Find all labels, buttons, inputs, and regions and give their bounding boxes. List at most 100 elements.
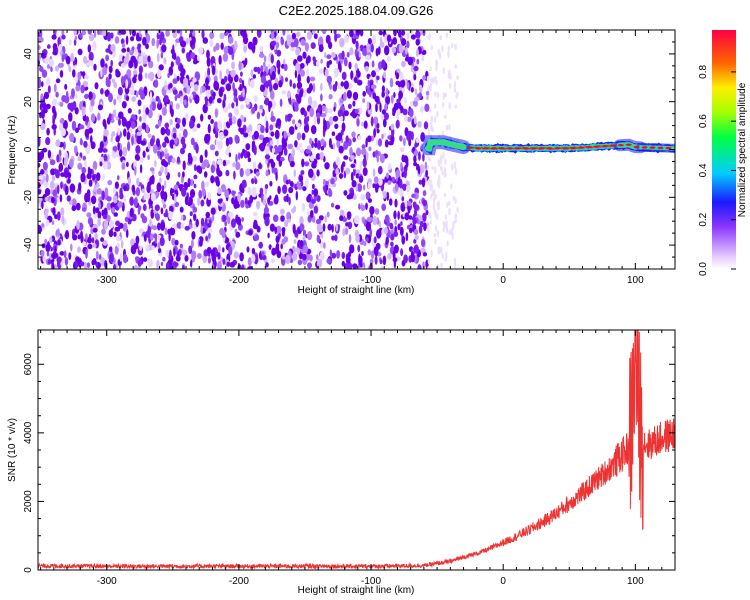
spectrogram-noise-cell [156, 38, 159, 49]
spectrogram-noise-cell [377, 166, 383, 175]
spectrogram-noise-cell [40, 122, 46, 131]
spectrogram-noise-cell [192, 155, 197, 161]
spectrogram-noise-cell [86, 172, 92, 180]
spectrogram-noise-cell [329, 83, 332, 90]
spectrogram-noise-cell [270, 54, 274, 64]
spectrogram-noise-cell [392, 37, 398, 45]
spectrogram-noise-cell [124, 216, 129, 222]
spectrogram-noise-cell [49, 236, 53, 244]
spectrogram-noise-cell [214, 131, 219, 139]
spectrogram-noise-cell [45, 173, 49, 183]
spectrogram-noise-cell [285, 254, 291, 265]
spectrogram-noise-cell [115, 235, 121, 242]
spectrogram-noise-cell [412, 146, 416, 152]
spectrogram-noise-cell [453, 261, 457, 269]
spectrogram-noise-cell [410, 66, 414, 73]
spectrogram-noise-cell [234, 134, 239, 144]
spectrogram-noise-cell [61, 34, 66, 40]
spectrogram-noise-cell [130, 82, 135, 92]
colorbar-tick-label: 0.8 [698, 64, 709, 78]
spectrogram-noise-cell [203, 171, 208, 178]
spectrogram-noise-cell [111, 206, 116, 214]
spectrogram-noise-cell [406, 40, 410, 49]
spectrogram-noise-cell [393, 92, 396, 98]
spectrogram-noise-cell [58, 162, 64, 172]
spectrogram-noise-cell [324, 68, 329, 78]
spectrogram-noise-cell [320, 58, 323, 64]
spectrogram-noise-cell [179, 30, 183, 37]
spectrogram-noise-cell [234, 106, 239, 116]
spectrogram-noise-cell [422, 75, 427, 81]
spectrogram-noise-cell [320, 233, 324, 239]
spectrogram-noise-cell [88, 91, 93, 101]
spectrogram-noise-cell [113, 145, 118, 152]
spectrogram-noise-cell [400, 221, 403, 226]
spectrogram-noise-cell [420, 247, 426, 254]
spectrogram-noise-cell [180, 214, 184, 221]
spectrogram-noise-cell [66, 177, 71, 184]
spectrogram-noise-cell [264, 154, 271, 160]
spectrogram-noise-cell [189, 211, 193, 217]
spectrogram-noise-cell [171, 52, 177, 60]
spectrogram-noise-cell [125, 95, 130, 102]
spectrogram-noise-cell [397, 81, 402, 88]
spectrogram-noise-cell [145, 107, 150, 115]
spectrogram-noise-cell [448, 124, 451, 131]
spectrogram-noise-cell [320, 82, 323, 92]
spectrogram-noise-cell [175, 56, 181, 66]
spectrogram-noise-cell [113, 231, 117, 237]
spectrogram-noise-cell [147, 55, 151, 63]
spectrogram-noise-cell [232, 162, 236, 168]
spectrogram-noise-cell [170, 227, 176, 236]
spectrogram-noise-cell [264, 81, 270, 87]
spectrogram-noise-cell [297, 259, 303, 266]
spectrogram-noise-cell [222, 214, 227, 222]
spectrogram-noise-cell [88, 168, 93, 175]
spectrogram-noise-cell [407, 201, 412, 207]
spectrogram-noise-cell [156, 259, 160, 269]
spectrogram-noise-cell [219, 70, 223, 81]
spectrogram-noise-cell [245, 143, 251, 151]
spectrogram-noise-cell [98, 254, 102, 260]
spectrogram-noise-cell [299, 223, 305, 232]
spectrogram-noise-cell [207, 114, 212, 120]
spectrogram-signal-peak [641, 146, 648, 149]
spectrogram-signal-peak [546, 147, 553, 150]
spectrogram-noise-cell [108, 219, 115, 229]
spectrogram-noise-cell [428, 157, 432, 162]
spectrogram-noise-cell [77, 48, 83, 56]
spectrogram-noise-cell [97, 210, 102, 220]
spectrogram-noise-cell [441, 171, 444, 176]
spectrogram-noise-cell [422, 190, 427, 197]
spectrogram-noise-cell [306, 31, 313, 40]
spectrogram-noise-cell [223, 31, 229, 36]
spectrogram-noise-cell [218, 55, 222, 65]
spectrogram-noise-cell [104, 187, 109, 197]
spectrogram-noise-cell [87, 44, 92, 53]
spectrogram-noise-cell [118, 95, 122, 103]
spectrogram-noise-cell [38, 224, 42, 234]
spectrogram-noise-cell [157, 120, 162, 127]
spectrogram-noise-cell [164, 148, 168, 155]
spectrogram-noise-cell [275, 235, 280, 244]
spectrogram-noise-cell [244, 98, 250, 105]
spectrogram-noise-cell [447, 72, 450, 79]
spectrogram-noise-cell [217, 252, 221, 260]
spectrogram-noise-cell [434, 166, 437, 175]
spectrogram-noise-cell [90, 98, 95, 107]
spectrogram-y-tick-label: 0 [23, 146, 34, 152]
spectrogram-noise-cell [403, 137, 406, 147]
spectrogram-noise-cell [104, 90, 109, 97]
spectrogram-noise-cell [118, 111, 124, 119]
spectrogram-noise-cell [355, 40, 359, 50]
spectrogram-noise-cell [339, 98, 344, 104]
spectrogram-noise-cell [306, 75, 310, 84]
spectrogram-noise-cell [321, 30, 326, 33]
spectrogram-noise-cell [306, 55, 311, 64]
spectrogram-noise-cell [453, 80, 457, 89]
spectrogram-noise-cell [379, 153, 385, 164]
spectrogram-noise-cell [423, 222, 427, 232]
spectrogram-noise-cell [97, 104, 103, 111]
spectrogram-noise-cell [39, 66, 44, 72]
spectrogram-noise-cell [131, 96, 136, 102]
